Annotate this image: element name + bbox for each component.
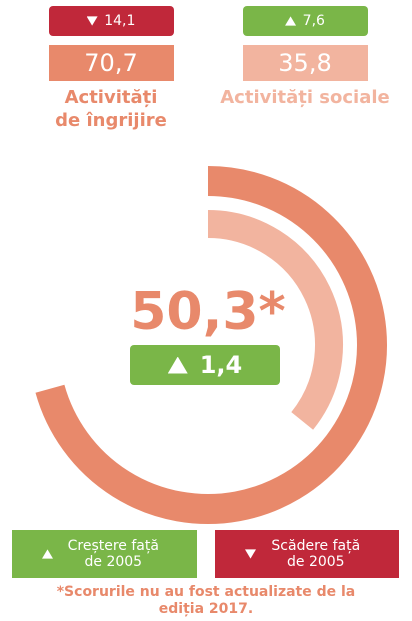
legend-item: Scădere față de 2005: [215, 530, 399, 578]
change-badge: 14,1: [48, 6, 174, 36]
total-change-label: 1,4: [199, 351, 243, 379]
arc: [35, 166, 387, 524]
up-arrow: [42, 549, 53, 559]
legend-item: Creștere față de 2005: [12, 530, 197, 578]
down-arrow: [245, 549, 256, 559]
note-text: *Scorurile nu au fost actualizate de la …: [56, 584, 356, 617]
note: *Scorurile nu au fost actualizate de la …: [50, 584, 362, 618]
arc: [207, 210, 343, 430]
legend-label: Scădere față de 2005: [271, 538, 361, 570]
up-arrow: [167, 356, 188, 374]
value-box: 35,8: [242, 45, 368, 81]
total: 50,3*: [60, 282, 356, 342]
down-arrow: [86, 16, 98, 26]
value-box: 70,7: [48, 45, 174, 81]
value-label: 70,7: [84, 49, 138, 77]
change-badge: 7,6: [242, 6, 368, 36]
up-arrow: [285, 16, 297, 26]
series-name: Activități de îngrijire: [49, 86, 173, 132]
series-name: Activități sociale: [210, 86, 400, 109]
total-change: 1,4: [130, 345, 280, 385]
value-label: 35,8: [278, 49, 332, 77]
legend-label: Creștere față de 2005: [67, 538, 159, 570]
series-name-text: Activități sociale: [220, 87, 390, 108]
change-label: 7,6: [302, 13, 325, 29]
total-label: 50,3*: [130, 282, 286, 342]
change-label: 14,1: [104, 13, 136, 29]
series-name-text: Activități de îngrijire: [55, 87, 167, 131]
